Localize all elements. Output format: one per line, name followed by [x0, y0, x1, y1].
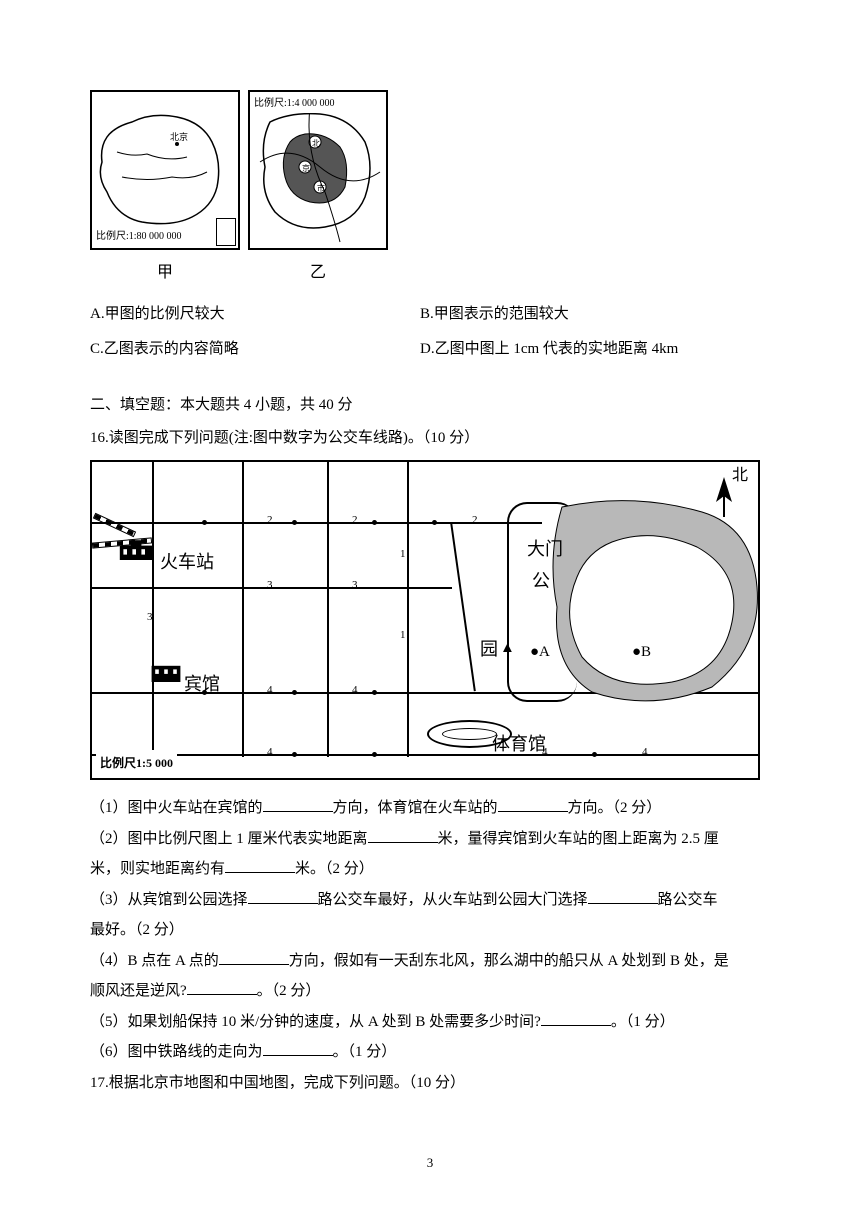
q16-2: （2）图中比例尺图上 1 厘米代表实地距离米，量得宾馆到火车站的图上距离为 2.…: [90, 825, 770, 854]
point-b: ●B: [632, 638, 651, 667]
map-jia-scale: 比例尺:1:80 000 000: [94, 227, 184, 246]
options-row-2: C.乙图表示的内容简略 D.乙图中图上 1cm 代表的实地距离 4km: [90, 335, 770, 364]
hotel-label: 宾馆: [184, 667, 220, 701]
q16-2b: 米，则实地距离约有米。（2 分）: [90, 855, 770, 884]
city-map-scale: 比例尺1:5 000: [96, 750, 177, 777]
map-yi: 北 京 市 比例尺:1:4 000 000: [248, 90, 388, 250]
train-station-icon: [118, 540, 154, 562]
map-captions: 甲 乙: [90, 258, 770, 288]
road-diag: [450, 523, 476, 692]
option-b: B.甲图表示的范围较大: [420, 300, 770, 329]
page-number: 3: [427, 1151, 434, 1176]
caption-yi: 乙: [248, 258, 388, 288]
q16-intro: 16.读图完成下列问题(注:图中数字为公交车线路)。（10 分）: [90, 424, 770, 453]
lake-shape: [552, 497, 760, 717]
q17: 17.根据北京市地图和中国地图，完成下列问题。（10 分）: [90, 1069, 770, 1098]
hotel-icon: [148, 662, 184, 684]
railroad-2: [93, 513, 136, 537]
q16-3b: 最好。（2 分）: [90, 916, 770, 945]
top-maps-container: 北京 比例尺:1:80 000 000 北 京 市 比例尺:1:4 000 00…: [90, 90, 770, 250]
park-gong-label: 公: [532, 564, 550, 598]
map-jia: 北京 比例尺:1:80 000 000: [90, 90, 240, 250]
svg-text:京: 京: [302, 163, 310, 173]
q16-1: （1）图中火车站在宾馆的方向，体育馆在火车站的方向。（2 分）: [90, 794, 770, 823]
road-v2: [242, 462, 244, 757]
point-a: ●A: [530, 638, 550, 667]
road-v4: [407, 462, 409, 757]
svg-text:北: 北: [312, 139, 320, 148]
section-2-header: 二、填空题：本大题共 4 小题，共 40 分: [90, 391, 770, 420]
q16-4b: 顺风还是逆风?。（2 分）: [90, 977, 770, 1006]
city-map: 2 2 2 3 3 3 1 1 4 4 4 4 4 火车站 宾馆 大门 公 园 …: [90, 460, 760, 780]
park-gate-label: 大门: [527, 532, 563, 566]
train-station-label: 火车站: [160, 545, 214, 579]
road-h4: [92, 754, 760, 756]
map-yi-scale: 比例尺:1:4 000 000: [252, 94, 337, 113]
map-jia-inset: [216, 218, 236, 246]
q16-3: （3）从宾馆到公园选择路公交车最好，从火车站到公园大门选择路公交车: [90, 886, 770, 915]
caption-jia: 甲: [90, 258, 240, 288]
options-row-1: A.甲图的比例尺较大 B.甲图表示的范围较大: [90, 300, 770, 329]
beijing-marker-label: 北京: [170, 131, 188, 142]
option-c: C.乙图表示的内容简略: [90, 335, 420, 364]
triangle-marker: ▲: [500, 634, 515, 663]
q16-5: （5）如果划船保持 10 米/分钟的速度，从 A 处到 B 处需要多少时间?。（…: [90, 1008, 770, 1037]
road-v3: [327, 462, 329, 757]
q16-4: （4）B 点在 A 点的方向，假如有一天刮东北风，那么湖中的船只从 A 处划到 …: [90, 947, 770, 976]
q16-6: （6）图中铁路线的走向为。（1 分）: [90, 1038, 770, 1067]
option-d: D.乙图中图上 1cm 代表的实地距离 4km: [420, 335, 770, 364]
compass-icon: 北: [704, 472, 744, 528]
park-yuan-label: 园: [480, 632, 498, 666]
option-a: A.甲图的比例尺较大: [90, 300, 420, 329]
